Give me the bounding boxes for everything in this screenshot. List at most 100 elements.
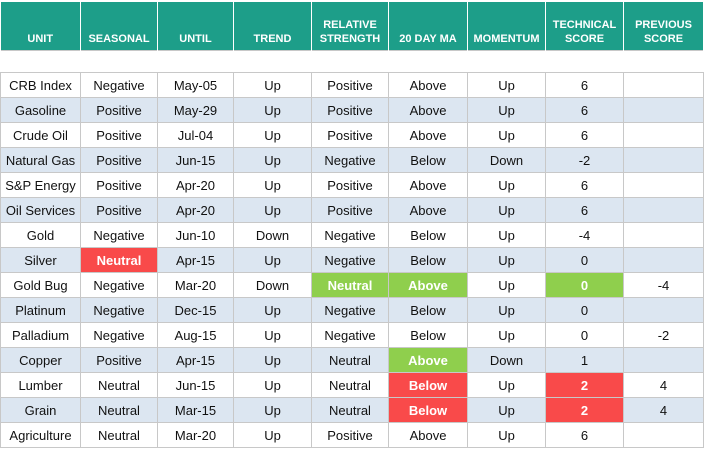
highlighted-cell: Above [388,272,468,298]
table-cell: 0 [545,297,624,323]
table-cell [623,97,704,123]
table-cell: Up [467,422,546,448]
table-row: Agriculture Neutral Mar-20 Up Positive Above U… [0,422,704,448]
table-cell: Up [233,372,312,398]
table-cell: Up [467,397,546,423]
table-cell: 6 [545,197,624,223]
table-cell: Apr-20 [157,172,234,198]
table-cell: Neutral [80,397,158,423]
table-cell: Up [233,397,312,423]
table-cell: 0 [545,247,624,273]
score-table: UNIT SEASONAL UNTIL TREND RELATIVE STRENGTH 2… [0,2,704,448]
table-cell [623,347,704,373]
table-cell: Above [388,422,468,448]
table-row: Silver Neutral Apr-15 Up Negative Below Up 0 [0,247,704,273]
table-row: Grain Neutral Mar-15 Up Neutral Below Up 2 4 [0,397,704,423]
table-cell: Positive [80,147,158,173]
table-row: Lumber Neutral Jun-15 Up Neutral Below Up 2 4 [0,372,704,398]
table-cell: Down [233,272,312,298]
table-cell: CRB Index [0,72,81,98]
table-cell: 4 [623,397,704,423]
column-header: RELATIVE STRENGTH [311,2,389,51]
table-cell: Up [467,322,546,348]
table-cell: Up [467,172,546,198]
table-cell: 6 [545,72,624,98]
table-cell: Negative [80,297,158,323]
table-cell [623,222,704,248]
table-cell: 6 [545,122,624,148]
column-header: TREND [233,2,312,51]
table-cell: Positive [80,197,158,223]
table-cell: Up [467,297,546,323]
table-cell: Up [467,122,546,148]
table-cell: S&P Energy [0,172,81,198]
table-cell: Gasoline [0,97,81,123]
table-cell: Crude Oil [0,122,81,148]
table-cell: Positive [80,97,158,123]
table-cell: Grain [0,397,81,423]
spacer [0,50,704,73]
highlighted-cell: 2 [545,372,624,398]
table-cell: Below [388,297,468,323]
table-cell: Negative [80,272,158,298]
table-cell: Oil Services [0,197,81,223]
table-cell: Silver [0,247,81,273]
highlighted-cell: 0 [545,272,624,298]
table-cell: Positive [311,422,389,448]
table-cell: Above [388,122,468,148]
table-cell: Positive [80,122,158,148]
table-cell: Up [467,222,546,248]
table-cell: Below [388,222,468,248]
table-cell: Down [233,222,312,248]
table-cell: Copper [0,347,81,373]
table-cell: Gold Bug [0,272,81,298]
table-row: Gasoline Positive May-29 Up Positive Above Up 6 [0,97,704,123]
table-cell: -4 [623,272,704,298]
table-cell: Below [388,147,468,173]
table-cell: 6 [545,172,624,198]
table-cell [623,247,704,273]
table-cell: Above [388,197,468,223]
table-cell: Mar-20 [157,272,234,298]
table-cell: Jul-04 [157,122,234,148]
spacer-row [0,50,704,73]
table-cell: Apr-15 [157,247,234,273]
table-cell: Natural Gas [0,147,81,173]
table-cell: Down [467,147,546,173]
table-row: Platinum Negative Dec-15 Up Negative Below Up 0 [0,297,704,323]
table-cell: Up [467,247,546,273]
table-cell: Lumber [0,372,81,398]
table-cell: Up [233,147,312,173]
table-cell: Positive [311,197,389,223]
table-cell: Positive [311,97,389,123]
table-cell [623,172,704,198]
table-cell: Negative [311,147,389,173]
table-cell: May-05 [157,72,234,98]
table-cell [623,297,704,323]
column-header: UNTIL [157,2,234,51]
table-cell: Below [388,247,468,273]
table-row: S&P Energy Positive Apr-20 Up Positive Above U… [0,172,704,198]
table-cell: Positive [311,72,389,98]
table-cell: Palladium [0,322,81,348]
table-cell: May-29 [157,97,234,123]
table-cell: Negative [311,222,389,248]
table-cell: Jun-15 [157,372,234,398]
table-cell: Neutral [80,372,158,398]
table-cell: Up [467,97,546,123]
table-cell: Apr-15 [157,347,234,373]
table-cell: Negative [80,72,158,98]
table-cell: Negative [311,247,389,273]
table-cell: Aug-15 [157,322,234,348]
table-cell: Negative [311,297,389,323]
table-cell: Neutral [311,372,389,398]
table-body: CRB Index Negative May-05 Up Positive Above Up… [0,50,704,448]
table-cell: Up [467,197,546,223]
highlighted-cell: Below [388,397,468,423]
table-cell: Up [233,422,312,448]
table-cell: Mar-20 [157,422,234,448]
table-row: Copper Positive Apr-15 Up Neutral Above Down 1 [0,347,704,373]
table-cell: Up [233,172,312,198]
column-header: PREVIOUS SCORE [623,2,704,51]
highlighted-cell: Neutral [311,272,389,298]
